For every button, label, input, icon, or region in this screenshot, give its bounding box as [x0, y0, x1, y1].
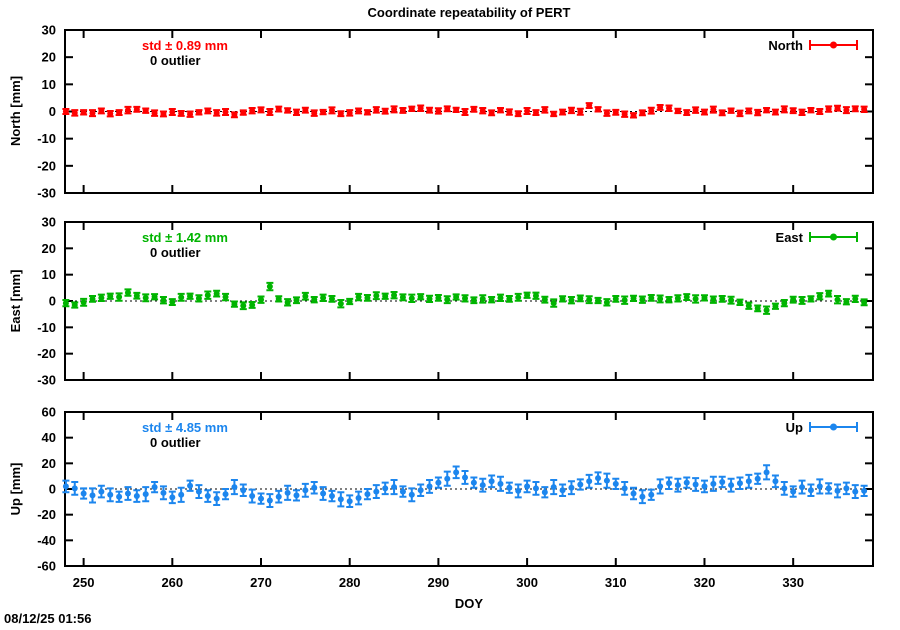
north-axis-label: North [mm]	[8, 75, 23, 147]
east-panel: -30 -20 -10 0 10 20 30	[37, 215, 874, 388]
svg-text:-10: -10	[37, 131, 56, 146]
north-std-label: std ± 0.89 mm	[142, 38, 228, 53]
east-outlier-label: 0 outlier	[150, 245, 201, 260]
north-legend-label: North	[768, 38, 803, 53]
north-panel: -30 -20 -10 0 10 20 30	[37, 23, 874, 201]
svg-text:30: 30	[42, 215, 56, 230]
svg-text:-30: -30	[37, 186, 56, 201]
up-legend-label: Up	[785, 420, 803, 435]
up-std-label: std ± 4.85 mm	[142, 420, 228, 435]
svg-text:-10: -10	[37, 320, 56, 335]
svg-text:300: 300	[516, 575, 538, 590]
svg-text:10: 10	[42, 77, 56, 92]
svg-text:270: 270	[250, 575, 272, 590]
svg-text:-20: -20	[37, 507, 56, 522]
svg-text:20: 20	[42, 50, 56, 65]
up-panel: -60 -40 -20 0 20 40 60 250 260 270 280 290 300 310 320…	[37, 405, 874, 590]
north-outlier-label: 0 outlier	[150, 53, 201, 68]
svg-text:20: 20	[42, 241, 56, 256]
up-outlier-label: 0 outlier	[150, 435, 201, 450]
svg-text:0: 0	[49, 294, 56, 309]
up-axis-label: Up [mm]	[8, 462, 23, 516]
svg-text:20: 20	[42, 456, 56, 471]
svg-text:320: 320	[694, 575, 716, 590]
svg-text:330: 330	[782, 575, 804, 590]
svg-text:0: 0	[49, 104, 56, 119]
svg-text:-20: -20	[37, 158, 56, 173]
svg-text:250: 250	[73, 575, 95, 590]
east-std-label: std ± 1.42 mm	[142, 230, 228, 245]
svg-text:-20: -20	[37, 346, 56, 361]
east-legend-label: East	[775, 230, 803, 245]
chart-title: Coordinate repeatability of PERT	[367, 5, 571, 20]
svg-text:310: 310	[605, 575, 627, 590]
svg-text:-30: -30	[37, 373, 56, 388]
svg-text:30: 30	[42, 23, 56, 38]
svg-text:10: 10	[42, 267, 56, 282]
svg-text:0: 0	[49, 482, 56, 497]
svg-text:60: 60	[42, 405, 56, 420]
east-axis-label: East [mm]	[8, 269, 23, 333]
x-axis-label: DOY	[454, 596, 484, 611]
svg-text:280: 280	[339, 575, 361, 590]
svg-text:-40: -40	[37, 533, 56, 548]
svg-text:290: 290	[428, 575, 450, 590]
svg-text:40: 40	[42, 430, 56, 445]
svg-text:-60: -60	[37, 559, 56, 574]
timestamp: 08/12/25 01:56	[4, 611, 92, 626]
svg-text:260: 260	[161, 575, 183, 590]
